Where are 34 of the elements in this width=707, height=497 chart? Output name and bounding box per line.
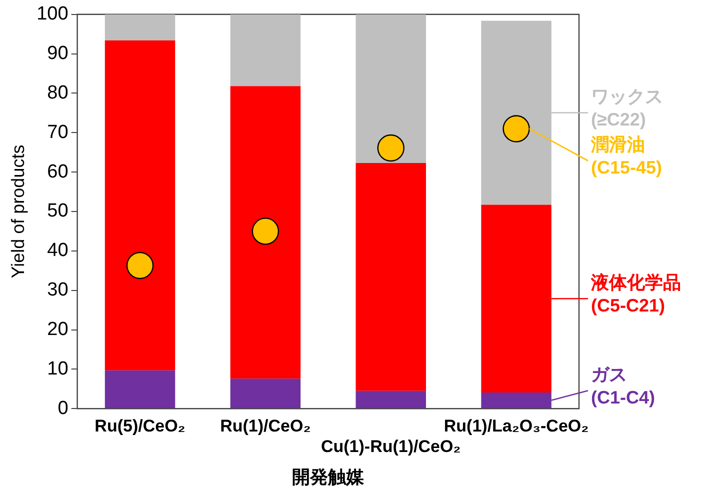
bar [356,390,426,408]
y-tick-label: 70 [47,122,68,143]
y-tick-label: 80 [47,82,68,104]
x-tick-label: Ru(1)/CeO₂ [220,416,311,436]
bar [104,14,176,40]
legend-label: ガス (C1-C4) [591,364,656,408]
point [126,252,154,280]
bar [104,370,176,408]
legend-label: ワックス (≥C22) [591,86,663,130]
y-tick-label: 60 [47,161,68,182]
bar [230,86,301,379]
bar [356,14,426,164]
y-axis-title: Yield of products [8,144,28,278]
point [252,218,280,245]
y-tick-label: 50 [47,200,68,222]
bar [356,163,426,391]
y-tick-label: 40 [47,240,68,262]
bar [230,14,301,86]
bar [230,378,301,408]
legend-label: 液体化学品 (C5-C21) [590,272,681,316]
x-tick-label: Cu(1)-Ru(1)/CeO₂ [320,436,461,456]
y-tick-label: 90 [47,43,68,64]
bar [104,40,176,370]
point [377,134,404,162]
x-tick-label: Ru(1)/La₂O₃-CeO₂ [444,416,589,436]
y-tick-label: 20 [47,318,68,340]
y-tick-label: 0 [58,398,68,419]
x-axis-title: 開発触媒 [292,467,366,488]
x-tick-label: Ru(5)/CeO₂ [94,416,186,436]
y-tick-label: 10 [47,358,68,380]
y-tick-label: 100 [36,4,68,25]
point [502,115,530,142]
legend-label: 潤滑油 (C15-45) [590,134,662,178]
y-tick-label: 30 [47,280,68,301]
